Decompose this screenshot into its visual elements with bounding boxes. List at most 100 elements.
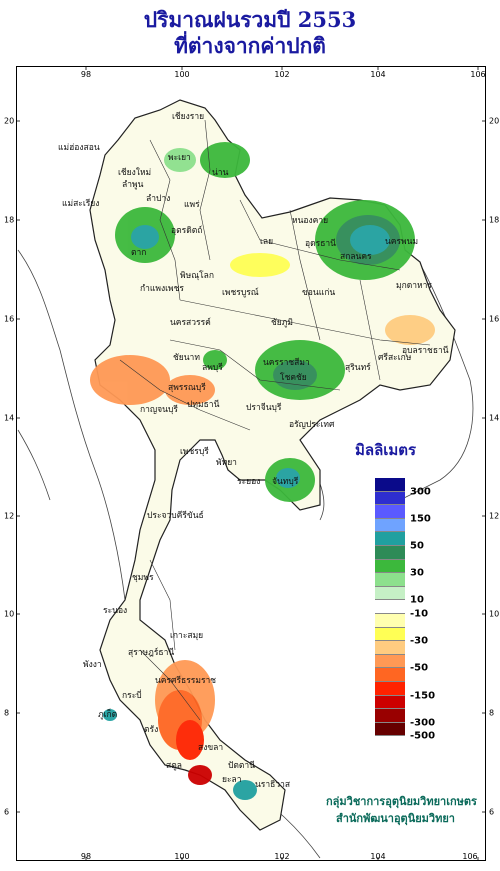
place-label: สตูล <box>166 761 182 771</box>
place-label: พังงา <box>83 660 102 670</box>
legend-swatch <box>375 722 405 737</box>
place-label: เชียงใหม่ <box>118 168 152 178</box>
lon-tick-top: 100 <box>174 70 190 79</box>
lon-tick-bottom: 104 <box>370 852 386 861</box>
place-label: สุราษฎร์ธานี <box>128 648 175 658</box>
place-label: ลำพูน <box>122 180 144 190</box>
place-label: ปัตตานี <box>228 761 256 771</box>
place-label: เกาะสมุย <box>170 631 204 641</box>
lat-tick-right: 16 <box>489 314 500 324</box>
place-label: อรัญประเทศ <box>289 420 335 430</box>
lat-tick-right: 6 <box>489 807 495 817</box>
legend-swatch <box>375 654 405 669</box>
legend-swatch <box>375 695 405 710</box>
legend-label: -500 <box>410 730 436 742</box>
place-label: ชุมพร <box>132 573 154 583</box>
place-label: ตาก <box>131 248 147 258</box>
legend-swatch <box>375 491 405 506</box>
lat-tick-left: 20 <box>4 116 15 126</box>
place-label: แพร่ <box>184 200 200 210</box>
lat-tick-left: 16 <box>4 314 15 324</box>
lat-tick-right: 12 <box>489 511 500 521</box>
place-label: หนองคาย <box>292 216 329 226</box>
place-label: เพชรบุรี <box>180 447 209 457</box>
legend-label: 30 <box>410 567 424 579</box>
place-label: โชคชัย <box>280 373 307 383</box>
legend-title: มิลลิเมตร <box>355 441 417 459</box>
lon-tick-top: 106 <box>470 70 486 79</box>
place-label: แม่สะเรียง <box>62 199 100 209</box>
lon-tick-bottom: 106 <box>462 852 478 861</box>
lat-tick-right: 20 <box>489 116 500 126</box>
place-label: นครสวรรค์ <box>170 318 211 328</box>
legend-swatch <box>375 505 405 519</box>
place-label: เพชรบูรณ์ <box>222 288 259 298</box>
legend-swatch <box>375 478 405 492</box>
place-label: ศรีสะเกษ <box>378 353 412 363</box>
place-label: นครราชสีมา <box>263 358 310 368</box>
legend-swatch <box>375 573 405 587</box>
lat-tick-left: 10 <box>4 609 15 619</box>
legend-swatch <box>375 709 405 723</box>
legend-swatch <box>375 600 405 614</box>
color-legend <box>375 478 405 737</box>
legend-label: 50 <box>410 540 424 552</box>
legend-swatch <box>375 613 405 628</box>
place-label: พัทยา <box>216 458 237 468</box>
place-label: นครพนม <box>385 237 419 247</box>
place-label: สุรินทร์ <box>345 363 371 373</box>
lon-tick-top: 102 <box>274 70 290 79</box>
lat-tick-left: 6 <box>4 807 10 817</box>
place-label: ลำปาง <box>146 194 171 204</box>
place-label: ลพบุรี <box>202 363 223 373</box>
lat-tick-left: 14 <box>4 413 15 423</box>
place-label: สกลนคร <box>340 252 372 262</box>
place-label: อุตรดิตถ์ <box>171 226 203 236</box>
place-label: นครศรีธรรมราช <box>155 676 217 686</box>
place-label: ตรัง <box>144 725 159 735</box>
place-label: แม่ฮ่องสอน <box>58 143 100 153</box>
legend-swatch <box>375 627 405 642</box>
place-label: พิษณุโลก <box>180 271 215 281</box>
legend-label: -30 <box>410 635 429 647</box>
place-label: เลย <box>260 237 274 247</box>
place-label: ขอนแก่น <box>302 288 336 298</box>
legend-label: -150 <box>410 690 436 702</box>
lon-tick-top: 104 <box>370 70 386 79</box>
lon-tick-bottom: 102 <box>274 852 290 861</box>
legend-swatch <box>375 532 405 546</box>
legend-label: 10 <box>410 594 424 606</box>
legend-swatch <box>375 586 405 601</box>
legend-swatch <box>375 559 405 574</box>
legend-label: 150 <box>410 513 431 525</box>
place-label: ประจวบคีรีขันธ์ <box>147 511 204 521</box>
place-label: กาญจนบุรี <box>140 405 178 415</box>
place-label: อุดรธานี <box>305 239 336 249</box>
lat-tick-left: 12 <box>4 511 15 521</box>
place-label: ระยอง <box>237 477 261 487</box>
place-label: ยะลา <box>222 775 242 785</box>
lat-tick-left: 18 <box>4 215 15 225</box>
place-label: ระนอง <box>103 606 128 616</box>
place-label: สุพรรณบุรี <box>168 383 206 393</box>
place-label: ชัยนาท <box>173 353 200 363</box>
lon-tick-top: 98 <box>80 70 92 79</box>
place-label: มุกดาหาร <box>396 281 432 291</box>
place-label: พะเยา <box>168 153 191 163</box>
lon-tick-bottom: 100 <box>174 852 190 861</box>
map-frame <box>16 66 486 861</box>
legend-swatch <box>375 518 405 533</box>
legend-swatch <box>375 641 405 655</box>
map-title-line2: ที่ต่างจากค่าปกติ <box>174 33 326 58</box>
legend-label: 300 <box>410 486 431 498</box>
place-label: จันทบุรี <box>272 477 299 487</box>
legend-label: -50 <box>410 662 429 674</box>
lat-tick-right: 10 <box>489 609 500 619</box>
map-title-line1: ปริมาณฝนรวมปี 2553 <box>143 7 357 32</box>
place-label: กำแพงเพชร <box>140 284 184 294</box>
legend-swatch <box>375 681 405 696</box>
lat-tick-left: 8 <box>4 708 10 718</box>
lat-tick-right: 14 <box>489 413 500 423</box>
place-label: น่าน <box>212 168 229 178</box>
